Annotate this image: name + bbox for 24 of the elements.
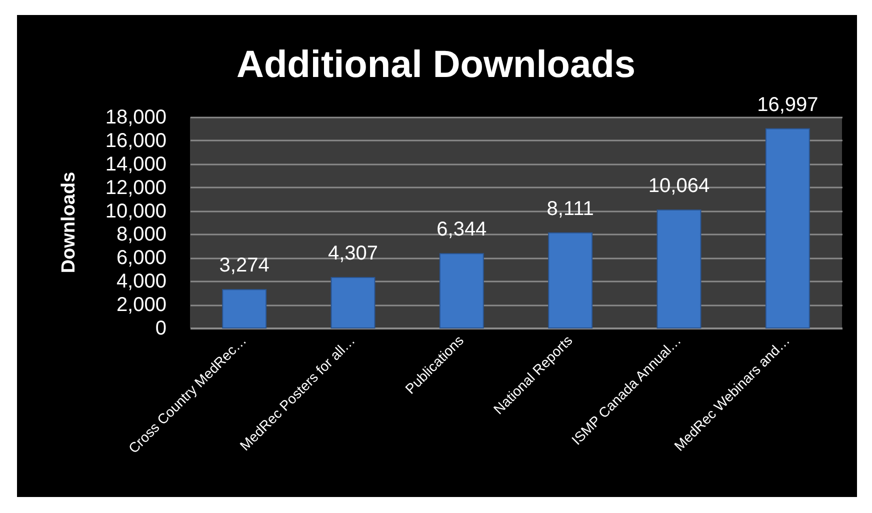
data-label: 8,111 xyxy=(546,198,594,220)
y-tick-label: 0 xyxy=(155,318,166,340)
bar xyxy=(548,232,593,328)
y-tick-label: 6,000 xyxy=(116,247,166,270)
data-label: 6,344 xyxy=(436,218,487,241)
bar xyxy=(222,289,267,328)
y-tick-label: 14,000 xyxy=(105,153,166,176)
y-tick-label: 10,000 xyxy=(105,200,166,222)
bar xyxy=(765,128,810,328)
data-label: 3,274 xyxy=(219,254,270,277)
y-tick-label: 12,000 xyxy=(105,176,166,199)
y-tick-label: 16,000 xyxy=(105,130,166,152)
data-label: 4,307 xyxy=(328,242,378,265)
data-label: 10,064 xyxy=(648,175,710,198)
y-tick-label: 8,000 xyxy=(116,224,166,246)
data-label: 16,997 xyxy=(757,94,818,116)
chart-title: Additional Downloads xyxy=(236,44,636,86)
y-axis-title: Downloads xyxy=(58,172,80,274)
y-tick-label: 4,000 xyxy=(116,270,166,293)
y-tick-label: 2,000 xyxy=(116,294,166,316)
bar xyxy=(656,210,702,328)
bar xyxy=(330,277,376,328)
bar xyxy=(439,253,484,328)
y-tick-label: 18,000 xyxy=(105,106,166,128)
